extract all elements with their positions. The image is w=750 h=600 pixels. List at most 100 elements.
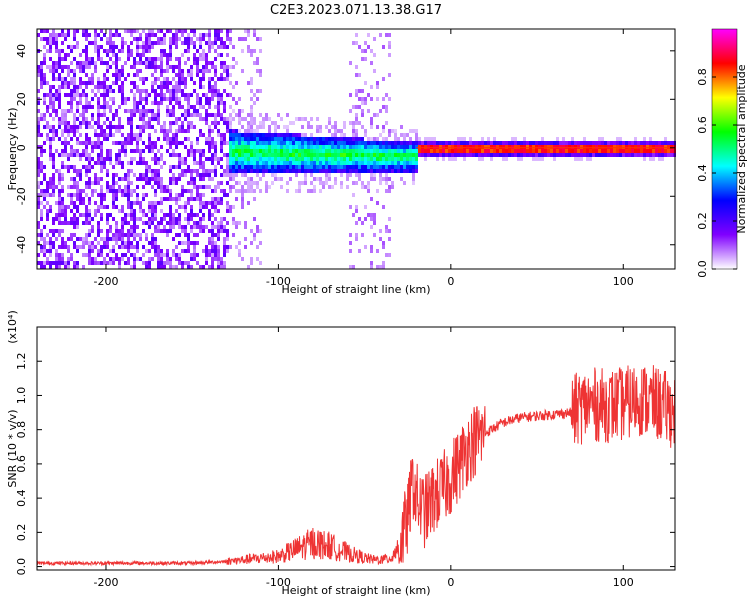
spectrogram-cell (559, 145, 562, 149)
spectrogram-cell (76, 101, 79, 105)
spectrogram-cell (160, 41, 163, 45)
spectrogram-cell (91, 117, 94, 121)
spectrogram-cell (127, 213, 130, 217)
spectrogram-cell (217, 93, 220, 97)
spectrogram-cell (112, 233, 115, 237)
spectrogram-cell (157, 161, 160, 165)
spectrogram-cell (202, 93, 205, 97)
spectrogram-cell (199, 197, 202, 201)
spectrogram-cell (157, 169, 160, 173)
spectrogram-cell (205, 141, 208, 145)
spectrogram-cell (70, 145, 73, 149)
spectrogram-cell (169, 93, 172, 97)
spectrogram-cell (286, 149, 289, 153)
spectrogram-cell (262, 145, 265, 149)
spectrogram-cell (328, 173, 331, 177)
spectrogram-cell (283, 153, 286, 157)
spectrogram-cell (118, 161, 121, 165)
spectrogram-cell (289, 169, 292, 173)
spectrogram-cell (298, 133, 301, 137)
spectrogram-cell (469, 141, 472, 145)
spectrogram-cell (376, 157, 379, 161)
spectrogram-cell (88, 221, 91, 225)
spectrogram-cell (79, 133, 82, 137)
spectrogram-cell (361, 49, 364, 53)
spectrogram-cell (283, 133, 286, 137)
spectrogram-cell (208, 253, 211, 257)
spectrogram-cell (199, 85, 202, 89)
spectrogram-cell (253, 149, 256, 153)
spectrogram-cell (118, 77, 121, 81)
spectrogram-cell (217, 257, 220, 261)
spectrogram-cell (208, 33, 211, 37)
spectrogram-cell (640, 141, 643, 145)
spectrogram-cell (175, 85, 178, 89)
spectrogram-cell (361, 157, 364, 161)
spectrogram-cell (97, 53, 100, 57)
spectrogram-cell (91, 73, 94, 77)
spectrogram-cell (364, 217, 367, 221)
spectrogram-cell (112, 113, 115, 117)
spectrogram-cell (37, 261, 40, 265)
spectrogram-cell (139, 205, 142, 209)
spectrogram-cell (361, 125, 364, 129)
spectrogram-cell (58, 197, 61, 201)
spectrogram-cell (244, 37, 247, 41)
spectrogram-cell (301, 133, 304, 137)
spectrogram-cell (37, 233, 40, 237)
spectrogram-cell (46, 189, 49, 193)
spectrogram-cell (406, 161, 409, 165)
spectrogram-cell (133, 225, 136, 229)
spectrogram-cell (214, 233, 217, 237)
spectrogram-cell (544, 141, 547, 145)
spectrogram-cell (340, 165, 343, 169)
spectrogram-cell (280, 137, 283, 141)
spectrogram-cell (172, 37, 175, 41)
spectrogram-cell (130, 29, 133, 33)
spectrogram-cell (103, 165, 106, 169)
spectrogram-cell (211, 189, 214, 193)
spectrogram-cell (580, 145, 583, 149)
spectrogram-cell (115, 65, 118, 69)
spectrogram-cell (214, 117, 217, 121)
spectrogram-cell (247, 181, 250, 185)
spectrogram-cell (568, 149, 571, 153)
spectrogram-cell (145, 37, 148, 41)
spectrogram-cell (40, 189, 43, 193)
spectrogram-cell (58, 229, 61, 233)
spectrogram-cell (277, 161, 280, 165)
spectrogram-cell (637, 145, 640, 149)
spectrogram-cell (373, 69, 376, 73)
spectrogram-cell (328, 137, 331, 141)
spectrogram-cell (145, 33, 148, 37)
spectrogram-cell (145, 77, 148, 81)
spectrogram-cell (49, 57, 52, 61)
spectrogram-cell (334, 157, 337, 161)
spectrogram-cell (64, 125, 67, 129)
spectrogram-cell (214, 205, 217, 209)
spectrogram-cell (313, 157, 316, 161)
spectrogram-cell (157, 101, 160, 105)
spectrogram-cell (79, 157, 82, 161)
spectrogram-cell (670, 153, 673, 157)
spectrogram-cell (184, 169, 187, 173)
spectrogram-cell (415, 169, 418, 173)
spectrogram-cell (223, 173, 226, 177)
spectrogram-cell (517, 153, 520, 157)
spectrogram-cell (118, 57, 121, 61)
spectrogram-cell (181, 121, 184, 125)
spectrogram-cell (586, 141, 589, 145)
spectrogram-cell (457, 153, 460, 157)
spectrogram-cell (184, 61, 187, 65)
spectrogram-cell (415, 145, 418, 149)
spectrogram-cell (271, 165, 274, 169)
spectrogram-cell (355, 137, 358, 141)
spectrogram-cell (409, 169, 412, 173)
spectrogram-cell (355, 149, 358, 153)
spectrogram-cell (235, 221, 238, 225)
spectrogram-cell (271, 141, 274, 145)
spectrogram-cell (253, 165, 256, 169)
spectrogram-cell (412, 141, 415, 145)
spectrogram-cell (169, 205, 172, 209)
spectrogram-cell (154, 157, 157, 161)
